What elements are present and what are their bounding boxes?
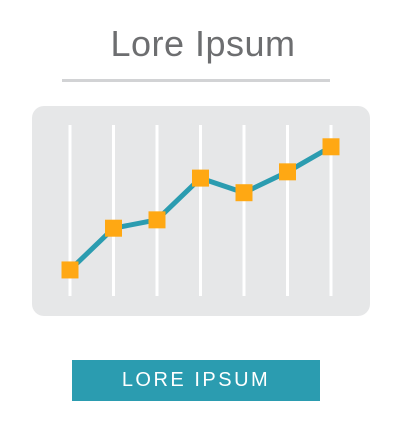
lore-ipsum-button[interactable]: LORE IPSUM: [72, 360, 320, 401]
page-title: Lore Ipsum: [110, 23, 296, 64]
title-divider: [62, 79, 330, 82]
chart-card: [32, 106, 370, 316]
